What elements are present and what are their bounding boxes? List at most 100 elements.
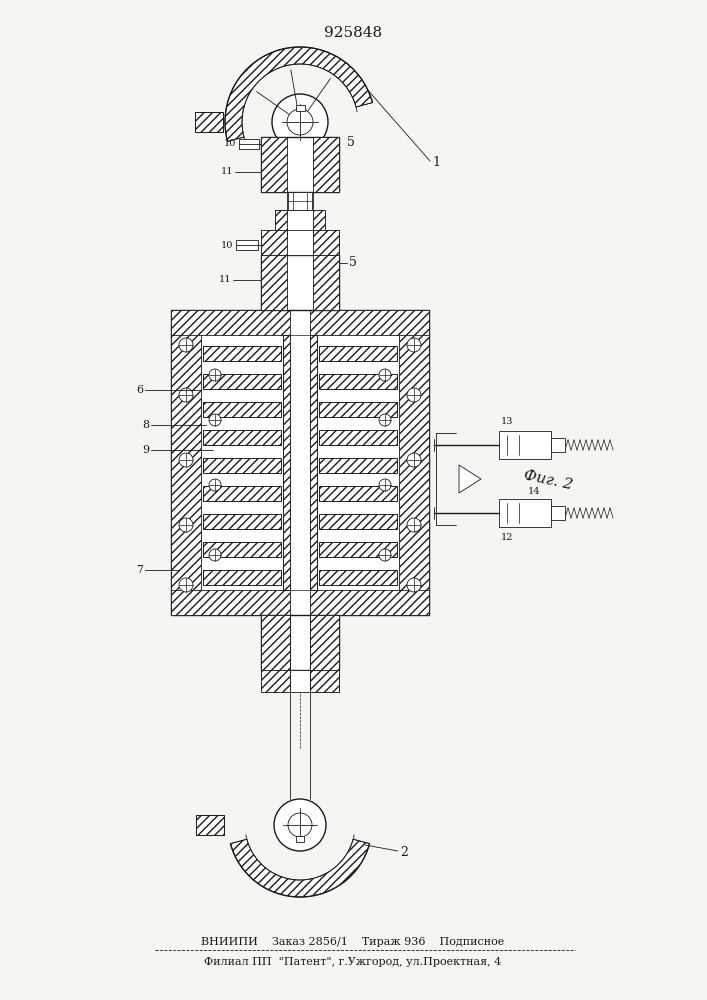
Bar bbox=[319, 542, 397, 557]
Bar bbox=[203, 514, 281, 529]
Bar bbox=[203, 486, 281, 501]
Bar bbox=[296, 105, 305, 111]
Text: 10: 10 bbox=[221, 240, 233, 249]
Bar bbox=[261, 255, 287, 310]
Text: ВНИИПИ    Заказ 2856/1    Тираж 936    Подписное: ВНИИПИ Заказ 2856/1 Тираж 936 Подписное bbox=[201, 937, 505, 947]
Circle shape bbox=[274, 799, 326, 851]
Bar bbox=[313, 230, 339, 255]
Circle shape bbox=[288, 813, 312, 837]
Bar bbox=[551, 506, 565, 520]
Bar bbox=[203, 346, 281, 361]
Text: 11: 11 bbox=[218, 275, 231, 284]
Bar bbox=[203, 458, 281, 473]
Bar bbox=[171, 310, 429, 615]
Text: 5: 5 bbox=[349, 256, 357, 269]
Bar bbox=[203, 402, 281, 417]
Bar bbox=[203, 402, 281, 417]
Wedge shape bbox=[230, 839, 370, 897]
Bar bbox=[313, 210, 325, 235]
Text: 11: 11 bbox=[221, 167, 233, 176]
Circle shape bbox=[179, 453, 193, 467]
Bar bbox=[319, 458, 397, 473]
Bar bbox=[319, 346, 397, 361]
Bar bbox=[499, 499, 551, 527]
Circle shape bbox=[179, 338, 193, 352]
Text: 7: 7 bbox=[136, 565, 143, 575]
Bar bbox=[203, 542, 281, 557]
Bar bbox=[239, 139, 259, 149]
Bar bbox=[310, 670, 339, 692]
Bar bbox=[203, 374, 281, 389]
Bar bbox=[261, 230, 339, 255]
Circle shape bbox=[379, 414, 391, 426]
Circle shape bbox=[407, 338, 421, 352]
Bar bbox=[551, 438, 565, 452]
Bar bbox=[399, 310, 429, 615]
Bar bbox=[283, 335, 317, 590]
Bar bbox=[319, 542, 397, 557]
Bar bbox=[171, 590, 429, 615]
Bar bbox=[275, 210, 325, 235]
Text: 5: 5 bbox=[347, 135, 355, 148]
Bar bbox=[261, 670, 290, 692]
Circle shape bbox=[287, 109, 313, 135]
Circle shape bbox=[209, 479, 221, 491]
Bar bbox=[261, 230, 287, 255]
Bar bbox=[203, 430, 281, 445]
Bar bbox=[261, 255, 339, 310]
Bar bbox=[310, 615, 339, 670]
Bar bbox=[203, 570, 281, 585]
Circle shape bbox=[407, 388, 421, 402]
Circle shape bbox=[379, 479, 391, 491]
Circle shape bbox=[407, 578, 421, 592]
Bar bbox=[236, 240, 258, 250]
Bar bbox=[319, 570, 397, 585]
Bar bbox=[319, 430, 397, 445]
Bar bbox=[319, 486, 397, 501]
Circle shape bbox=[209, 414, 221, 426]
Text: Фиг. 2: Фиг. 2 bbox=[522, 468, 574, 492]
Bar bbox=[499, 431, 551, 459]
Bar bbox=[296, 836, 304, 842]
Bar bbox=[275, 210, 287, 235]
Bar bbox=[319, 374, 397, 389]
Bar bbox=[319, 570, 397, 585]
Circle shape bbox=[379, 549, 391, 561]
Bar bbox=[203, 458, 281, 473]
Text: 925848: 925848 bbox=[324, 26, 382, 40]
Bar bbox=[313, 255, 339, 310]
Bar bbox=[319, 374, 397, 389]
Bar bbox=[310, 335, 317, 590]
Bar bbox=[283, 335, 290, 590]
Circle shape bbox=[379, 369, 391, 381]
Text: 10: 10 bbox=[223, 139, 236, 148]
Circle shape bbox=[179, 388, 193, 402]
Text: 13: 13 bbox=[501, 416, 513, 426]
Bar bbox=[203, 570, 281, 585]
Bar bbox=[319, 430, 397, 445]
Bar bbox=[203, 374, 281, 389]
Polygon shape bbox=[459, 465, 481, 493]
Bar bbox=[203, 346, 281, 361]
Bar bbox=[196, 815, 224, 835]
Bar bbox=[319, 514, 397, 529]
Bar bbox=[319, 402, 397, 417]
Bar bbox=[203, 514, 281, 529]
Text: 9: 9 bbox=[142, 445, 149, 455]
Bar bbox=[261, 137, 339, 192]
Bar bbox=[171, 310, 201, 615]
Bar bbox=[171, 310, 429, 335]
Bar bbox=[319, 514, 397, 529]
Text: 12: 12 bbox=[501, 532, 513, 542]
Bar bbox=[261, 615, 339, 670]
Text: 6: 6 bbox=[136, 385, 143, 395]
Bar bbox=[319, 346, 397, 361]
Bar bbox=[290, 310, 310, 615]
Circle shape bbox=[179, 578, 193, 592]
Bar bbox=[203, 430, 281, 445]
Bar bbox=[319, 402, 397, 417]
Bar bbox=[319, 458, 397, 473]
Text: 2: 2 bbox=[400, 846, 408, 858]
Circle shape bbox=[209, 369, 221, 381]
Bar bbox=[203, 542, 281, 557]
